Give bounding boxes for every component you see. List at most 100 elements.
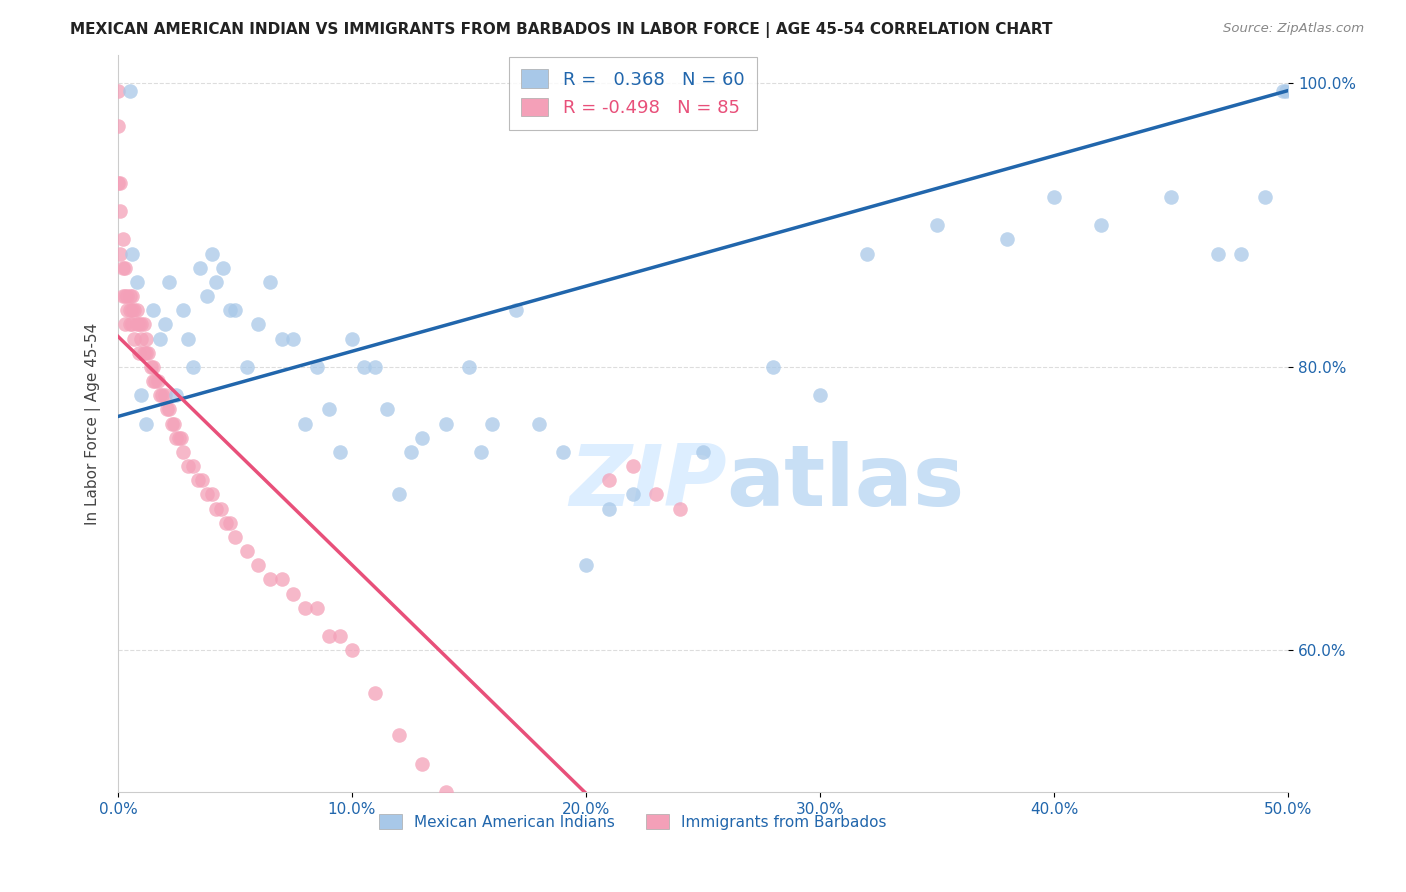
Point bbox=[107, 119, 129, 133]
Point bbox=[114, 260, 136, 275]
Point bbox=[128, 345, 150, 359]
Point bbox=[235, 359, 257, 374]
Point bbox=[124, 332, 146, 346]
Point bbox=[124, 303, 146, 318]
Point bbox=[434, 417, 457, 431]
Point bbox=[188, 260, 211, 275]
Point bbox=[259, 573, 281, 587]
Point bbox=[131, 388, 153, 402]
Point bbox=[200, 246, 222, 260]
Point bbox=[505, 870, 527, 884]
Point bbox=[114, 289, 136, 303]
Point bbox=[598, 501, 620, 516]
Point bbox=[411, 431, 433, 445]
Point bbox=[135, 345, 157, 359]
Text: Source: ZipAtlas.com: Source: ZipAtlas.com bbox=[1223, 22, 1364, 36]
Point bbox=[110, 246, 132, 260]
Point bbox=[117, 303, 139, 318]
Point bbox=[195, 487, 218, 501]
Point bbox=[173, 303, 195, 318]
Point bbox=[375, 402, 398, 417]
Point bbox=[219, 303, 242, 318]
Point bbox=[305, 359, 328, 374]
Point bbox=[808, 388, 831, 402]
Point bbox=[166, 431, 188, 445]
Point bbox=[191, 473, 214, 487]
Point bbox=[159, 275, 181, 289]
Point bbox=[353, 359, 375, 374]
Point bbox=[458, 359, 481, 374]
Point bbox=[107, 84, 129, 98]
Point bbox=[434, 785, 457, 799]
Point bbox=[551, 445, 574, 459]
Point bbox=[318, 402, 340, 417]
Point bbox=[224, 303, 246, 318]
Point bbox=[1043, 190, 1066, 204]
Point bbox=[1275, 84, 1298, 98]
Point bbox=[318, 629, 340, 643]
Point bbox=[470, 445, 492, 459]
Point bbox=[118, 318, 141, 332]
Point bbox=[388, 487, 411, 501]
Point bbox=[214, 516, 236, 530]
Point bbox=[598, 473, 620, 487]
Point bbox=[111, 260, 134, 275]
Point bbox=[118, 289, 141, 303]
Point bbox=[121, 318, 143, 332]
Point bbox=[167, 431, 190, 445]
Text: MEXICAN AMERICAN INDIAN VS IMMIGRANTS FROM BARBADOS IN LABOR FORCE | AGE 45-54 C: MEXICAN AMERICAN INDIAN VS IMMIGRANTS FR… bbox=[70, 22, 1053, 38]
Point bbox=[399, 445, 422, 459]
Point bbox=[170, 431, 193, 445]
Point bbox=[128, 318, 150, 332]
Point bbox=[575, 558, 598, 573]
Point bbox=[125, 318, 148, 332]
Point bbox=[388, 728, 411, 742]
Point bbox=[364, 686, 387, 700]
Point bbox=[166, 388, 188, 402]
Point bbox=[125, 275, 148, 289]
Point bbox=[259, 275, 281, 289]
Point bbox=[340, 332, 363, 346]
Point bbox=[118, 84, 141, 98]
Point bbox=[149, 388, 172, 402]
Point bbox=[121, 246, 143, 260]
Point bbox=[132, 345, 155, 359]
Point bbox=[181, 359, 204, 374]
Point bbox=[173, 445, 195, 459]
Point bbox=[153, 388, 176, 402]
Point bbox=[1254, 190, 1277, 204]
Point bbox=[200, 487, 222, 501]
Point bbox=[621, 487, 644, 501]
Point bbox=[458, 814, 481, 828]
Point bbox=[668, 501, 690, 516]
Point bbox=[505, 303, 527, 318]
Point bbox=[1230, 246, 1253, 260]
Point bbox=[692, 445, 714, 459]
Point bbox=[111, 289, 134, 303]
Text: ZIP: ZIP bbox=[569, 441, 727, 524]
Point bbox=[181, 458, 204, 473]
Point bbox=[146, 374, 169, 388]
Point bbox=[762, 359, 785, 374]
Point bbox=[186, 473, 208, 487]
Point bbox=[235, 544, 257, 558]
Point bbox=[364, 359, 387, 374]
Point bbox=[156, 402, 179, 417]
Point bbox=[856, 246, 879, 260]
Point bbox=[283, 332, 305, 346]
Point bbox=[219, 516, 242, 530]
Point bbox=[270, 332, 292, 346]
Point bbox=[153, 318, 176, 332]
Point bbox=[329, 629, 352, 643]
Point bbox=[995, 232, 1018, 246]
Text: atlas: atlas bbox=[727, 441, 965, 524]
Legend: Mexican American Indians, Immigrants from Barbados: Mexican American Indians, Immigrants fro… bbox=[373, 807, 893, 836]
Point bbox=[142, 303, 165, 318]
Point bbox=[329, 445, 352, 459]
Point bbox=[481, 841, 503, 855]
Point bbox=[110, 176, 132, 190]
Point bbox=[925, 218, 948, 232]
Point bbox=[131, 332, 153, 346]
Point bbox=[177, 458, 200, 473]
Point bbox=[645, 487, 668, 501]
